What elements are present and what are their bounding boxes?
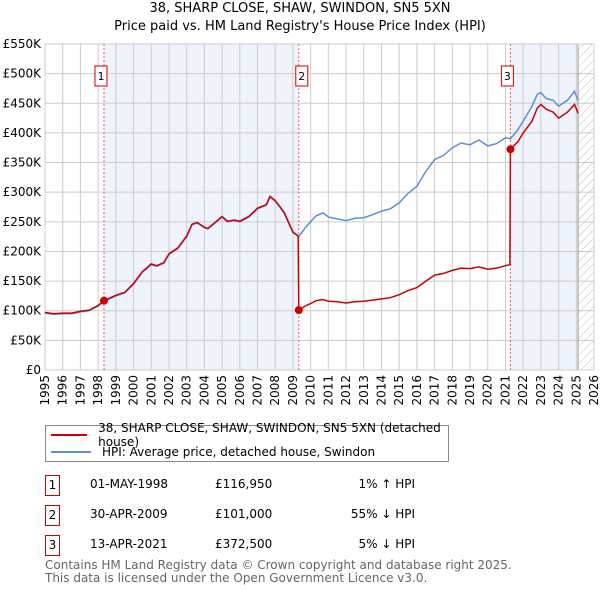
sale-badge-box: [500, 65, 514, 87]
x-tick-label: 2007: [251, 375, 265, 406]
sale-date: 13-APR-2021: [90, 537, 168, 551]
sale-row: 3 13-APR-2021 £372,500 5% ↓ HPI: [45, 535, 465, 556]
y-tick-label: £50K: [10, 333, 42, 347]
footer-copyright: Contains HM Land Registry data © Crown c…: [45, 558, 512, 572]
x-tick-label: 2000: [127, 375, 141, 406]
x-tick-label: 2006: [233, 375, 247, 406]
y-tick-label: £150K: [3, 274, 43, 288]
sale-price: £101,000: [215, 507, 273, 521]
sale-point: [294, 306, 303, 315]
legend-item-property: 38, SHARP CLOSE, SHAW, SWINDON, SN5 5XN …: [51, 421, 448, 449]
legend-label: 38, SHARP CLOSE, SHAW, SWINDON, SN5 5XN …: [98, 421, 441, 449]
x-tick-label: 2011: [321, 375, 335, 406]
x-tick-label: 2026: [587, 375, 600, 406]
future-hatch-area: [577, 43, 595, 371]
y-tick-label: £500K: [3, 67, 43, 81]
plot-border: [44, 43, 595, 371]
sale-point: [506, 145, 515, 154]
y-tick-label: £450K: [3, 96, 43, 110]
chart-plot: 1995 1996 1997 1998 1999 2000 2001 2002 2003 2004…: [3, 37, 600, 406]
chart-subtitle: Price paid vs. HM Land Registry's House …: [114, 19, 486, 34]
sale-row: 2 30-APR-2009 £101,000 55% ↓ HPI: [45, 505, 465, 526]
legend-label: HPI: Average price, detached house, Swin…: [102, 445, 376, 459]
y-tick-label: £350K: [3, 156, 43, 170]
sale-badge: 2: [45, 505, 60, 526]
sale-badge: 1: [45, 475, 60, 496]
legend-swatch-blue: [51, 451, 91, 453]
sale-badge-box: [295, 65, 309, 87]
legend-item-hpi: HPI: Average price, detached house, Swin…: [51, 444, 375, 460]
x-tick-label: 2001: [144, 375, 158, 406]
ownership-period-shade: [510, 44, 579, 370]
sale-point: [99, 296, 108, 305]
x-tick-label: 2010: [304, 375, 318, 406]
x-tick-label: 2024: [552, 375, 566, 406]
y-tick-label: £400K: [3, 126, 43, 140]
x-tick-label: 2017: [428, 375, 442, 406]
x-tick-label: 2002: [162, 375, 176, 406]
sale-badge-label: 1: [97, 70, 104, 83]
x-tick-label: 1997: [73, 375, 87, 406]
x-tick-label: 2019: [463, 375, 477, 406]
x-tick-label: 1998: [91, 375, 105, 406]
sale-hpi: 5% ↓ HPI: [358, 537, 415, 551]
sale-badge-label: 2: [298, 70, 305, 83]
sale-badge-label: 3: [504, 70, 511, 83]
y-tick-label: £300K: [3, 185, 43, 199]
sale-price: £116,950: [215, 477, 273, 491]
y-tick-label: £0: [26, 363, 41, 377]
y-tick-label: £550K: [3, 37, 43, 51]
sale-hpi: 55% ↓ HPI: [350, 507, 415, 521]
sale-date: 01-MAY-1998: [90, 477, 169, 491]
x-tick-label: 2009: [286, 375, 300, 406]
x-tick-label: 2012: [339, 375, 353, 406]
x-tick-label: 2018: [445, 375, 459, 406]
x-tick-label: 2023: [534, 375, 548, 406]
sale-date: 30-APR-2009: [90, 507, 168, 521]
x-tick-label: 2020: [481, 375, 495, 406]
y-tick-label: £250K: [3, 215, 43, 229]
x-tick-label: 1999: [109, 375, 123, 406]
ownership-period-shade: [103, 44, 299, 370]
x-tick-label: 2008: [268, 375, 282, 406]
footer-licence: This data is licensed under the Open Gov…: [45, 571, 428, 585]
x-tick-label: 2003: [180, 375, 194, 406]
legend: 38, SHARP CLOSE, SHAW, SWINDON, SN5 5XN …: [45, 421, 449, 462]
sale-row: 1 01-MAY-1998 £116,950 1% ↑ HPI: [45, 475, 465, 496]
x-tick-label: 2025: [569, 375, 583, 406]
x-tick-label: 1996: [56, 375, 70, 406]
x-tick-label: 2005: [215, 375, 229, 406]
sale-price: £372,500: [215, 537, 273, 551]
y-tick-label: £200K: [3, 244, 43, 258]
property-price-line: [44, 103, 579, 315]
x-tick-label: 2022: [516, 375, 530, 406]
sale-badge-box: [94, 65, 108, 87]
x-tick-label: 2021: [498, 375, 512, 406]
y-tick-label: £100K: [3, 304, 43, 318]
x-tick-label: 2015: [392, 375, 406, 406]
x-tick-label: 1995: [38, 375, 52, 406]
x-tick-label: 2004: [197, 375, 211, 406]
legend-swatch-red: [51, 434, 88, 436]
sale-hpi: 1% ↑ HPI: [358, 477, 415, 491]
x-tick-label: 2013: [357, 375, 371, 406]
x-tick-label: 2014: [374, 375, 388, 406]
sale-badge: 3: [45, 535, 60, 556]
chart-title: 38, SHARP CLOSE, SHAW, SWINDON, SN5 5XN: [149, 1, 451, 16]
x-tick-label: 2016: [410, 375, 424, 406]
